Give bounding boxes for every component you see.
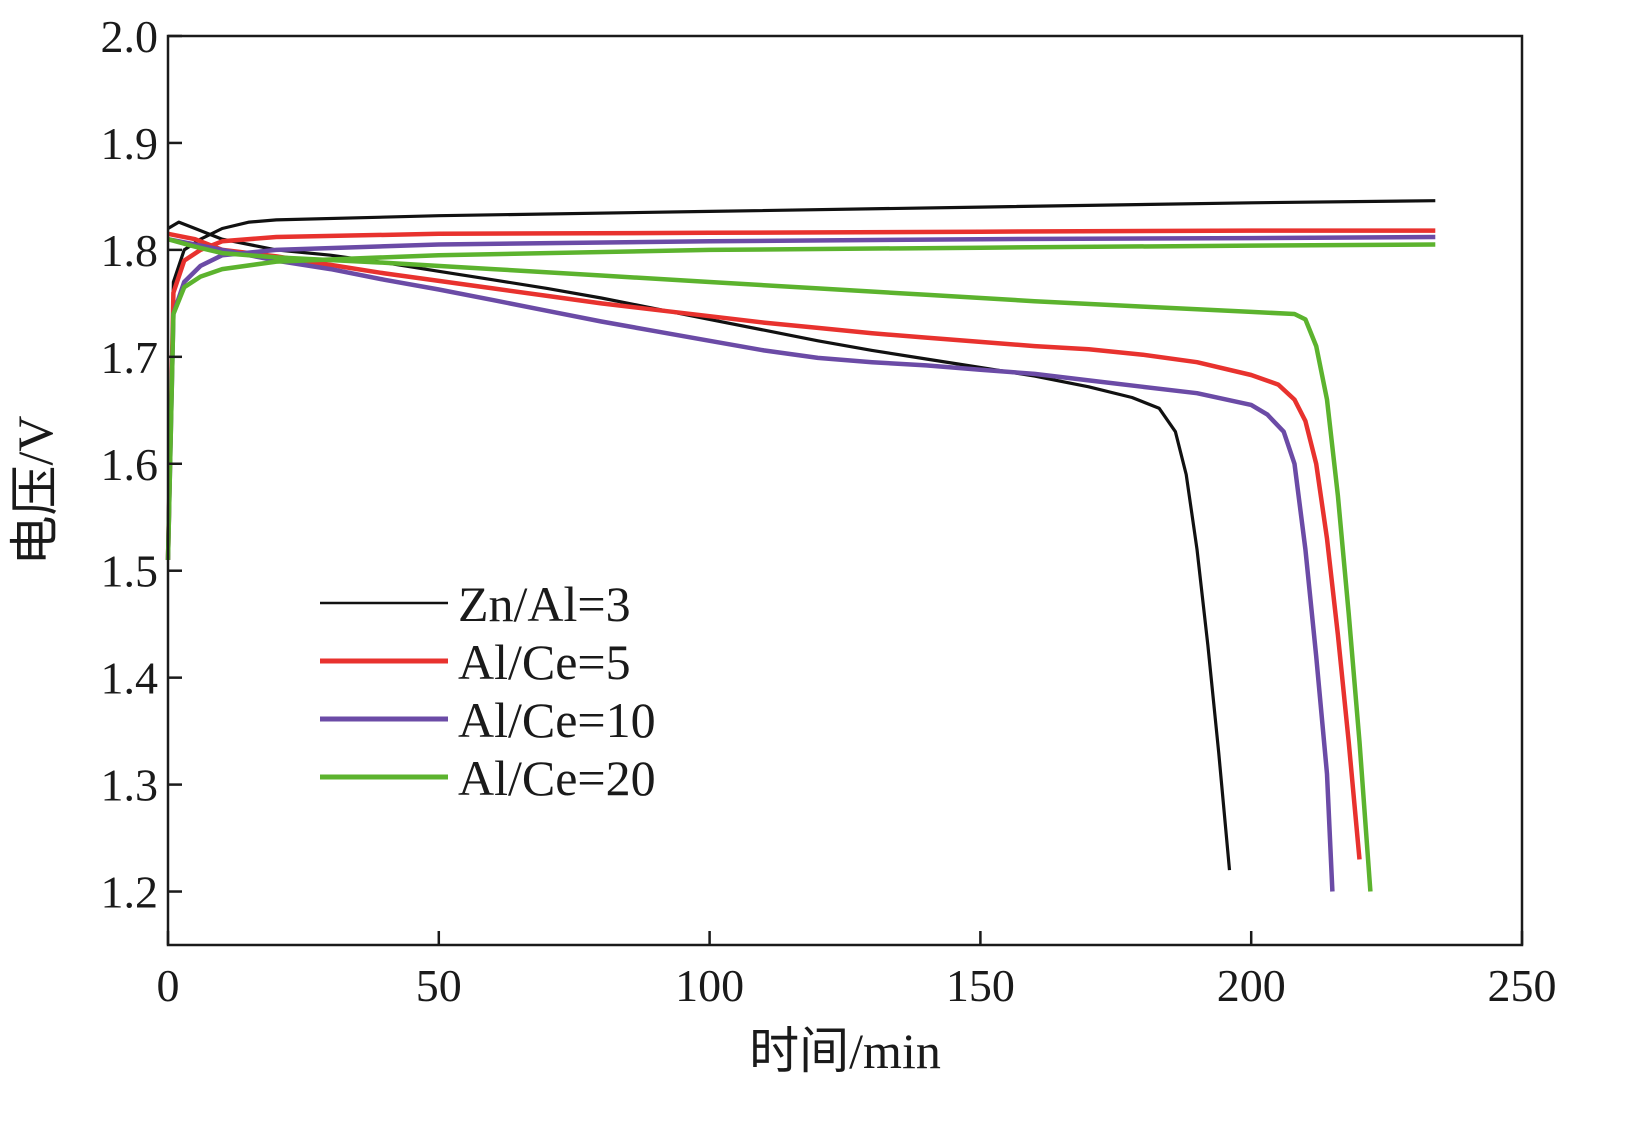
y-tick-label: 2.0 (101, 11, 159, 62)
series-al-ce-10 (165, 234, 1436, 892)
legend-label: Al/Ce=10 (458, 692, 656, 748)
y-tick-label: 1.3 (101, 760, 159, 811)
y-tick-label: 1.7 (101, 332, 159, 383)
x-tick-label: 50 (416, 960, 462, 1011)
discharge-curve (167, 220, 1232, 871)
x-axis-title: 时间/min (749, 1023, 941, 1079)
x-tick-label: 250 (1488, 960, 1557, 1011)
x-tick-label: 0 (157, 960, 180, 1011)
plot-frame (166, 34, 1524, 947)
charge-curve (165, 242, 1436, 561)
legend-label: Al/Ce=20 (458, 750, 656, 806)
y-tick-label: 1.5 (101, 546, 159, 597)
series-layer (165, 199, 1436, 892)
legend-label: Zn/Al=3 (458, 576, 631, 632)
charge-curve (165, 228, 1436, 561)
x-tick-label: 200 (1217, 960, 1286, 1011)
discharge-curve (167, 236, 1335, 892)
y-tick-label: 1.2 (101, 867, 159, 918)
x-tick-label: 100 (675, 960, 744, 1011)
y-tick-label: 1.8 (101, 225, 159, 276)
series-al-ce-20 (165, 237, 1436, 892)
legend-label: Al/Ce=5 (458, 634, 631, 690)
y-tick-label: 1.6 (101, 439, 159, 490)
y-axis-title: 电压/V (7, 416, 63, 566)
charge-curve (166, 199, 1436, 561)
series-zn-al-3 (166, 199, 1436, 871)
x-tick-label: 150 (946, 960, 1015, 1011)
y-tick-label: 1.9 (101, 118, 159, 169)
y-tick-label: 1.4 (101, 653, 159, 704)
ticks-layer: 0 50 100 150 200 250 1.2 1.3 1.4 1.5 1.6 1.7 1.8 1.9 2… (101, 11, 1557, 1011)
series-al-ce-5 (165, 228, 1436, 860)
discharge-curve (167, 231, 1362, 860)
discharge-curve (167, 237, 1373, 892)
